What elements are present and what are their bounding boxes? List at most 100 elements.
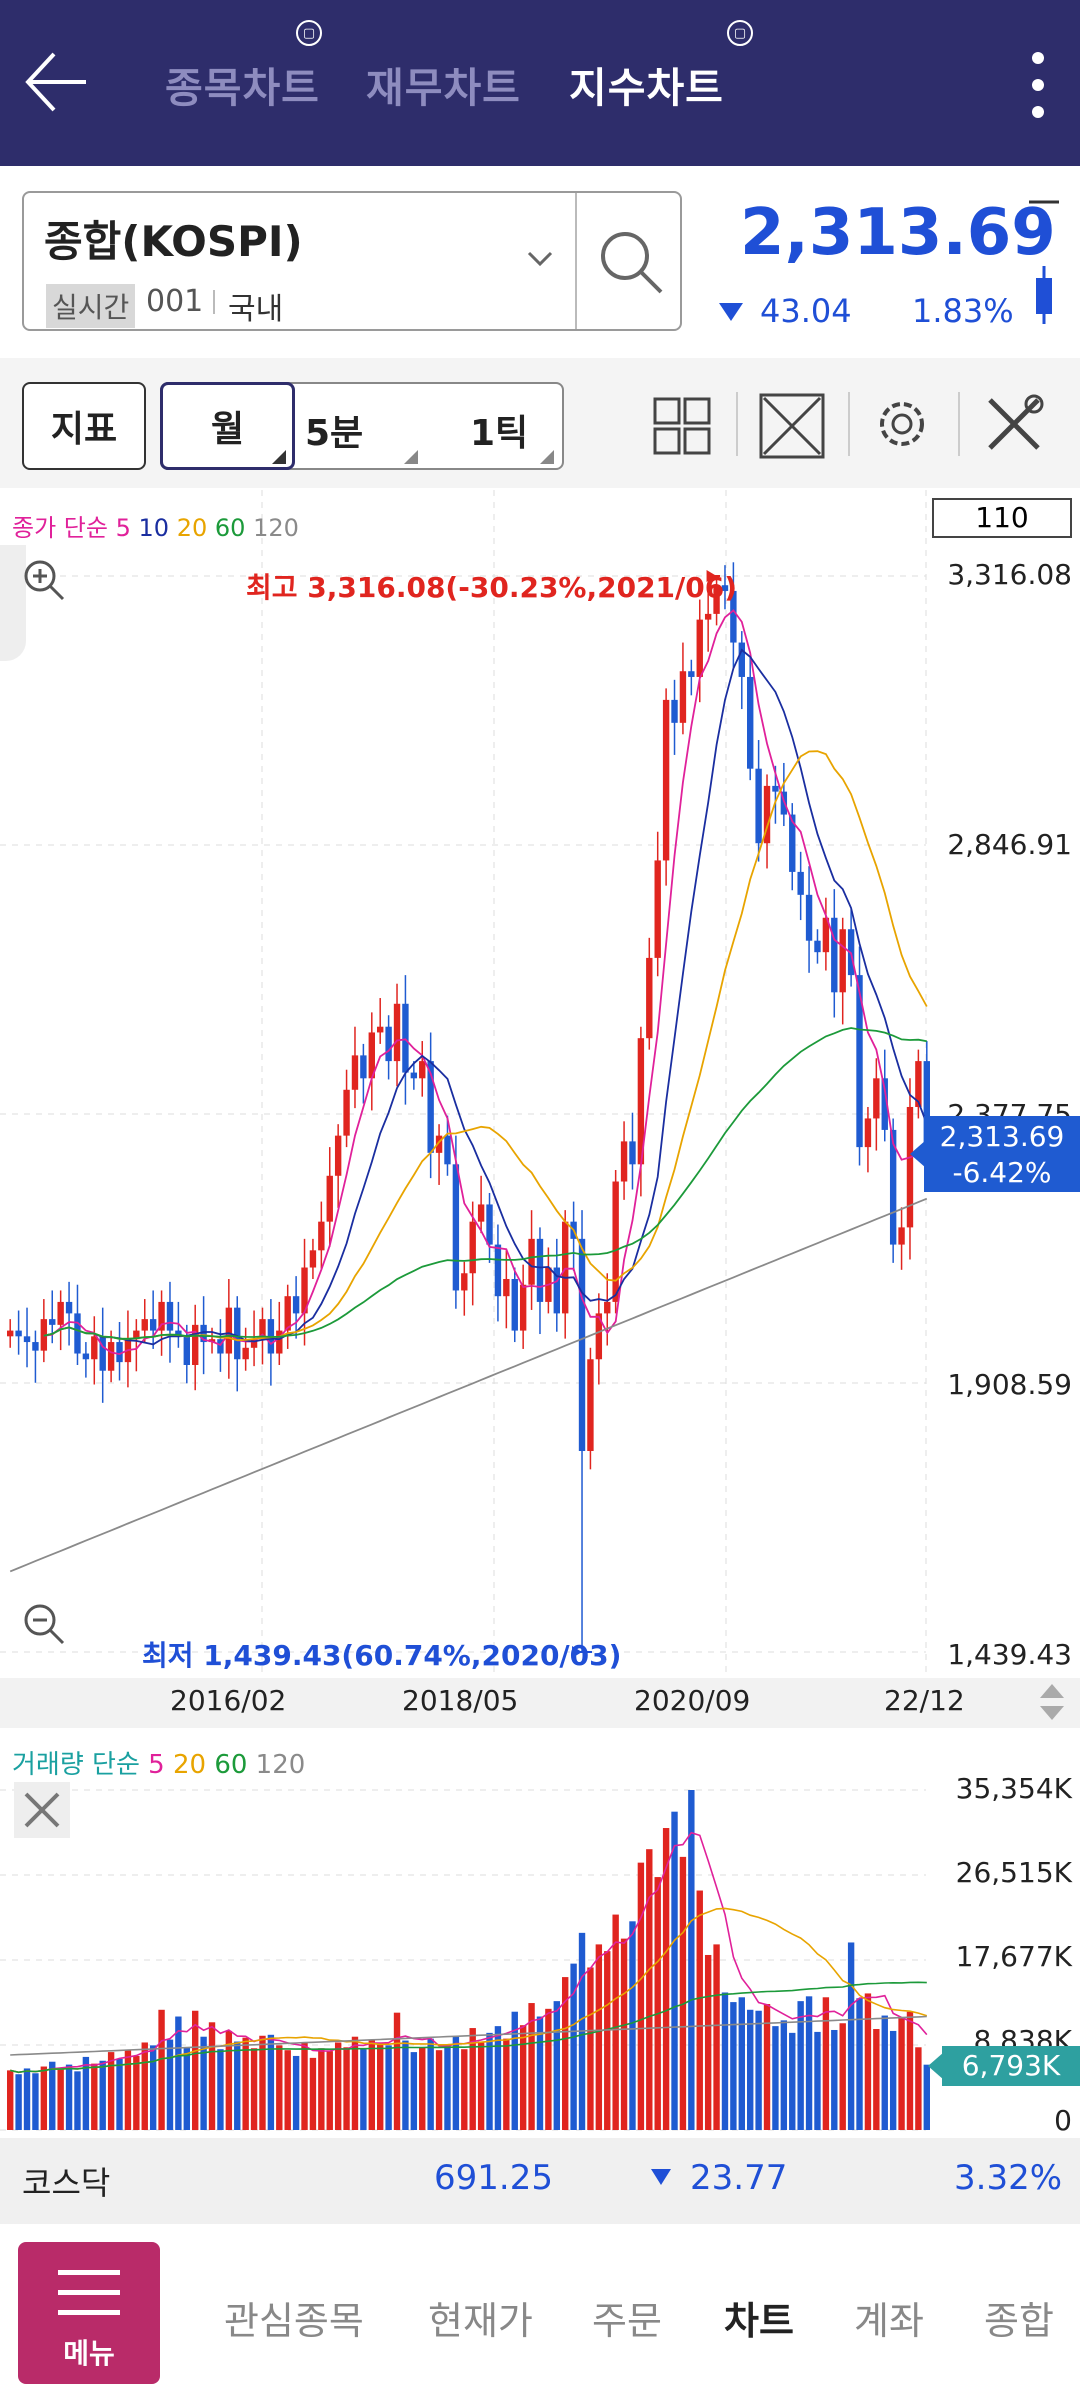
close-icon[interactable] (14, 1782, 70, 1838)
volume-bar (545, 2008, 552, 2130)
candle (225, 1307, 233, 1354)
candle (536, 1238, 544, 1302)
candle (704, 613, 712, 620)
current-price-tag-value: 2,313.69 (939, 1120, 1065, 1153)
volume-bar (15, 2074, 22, 2130)
candle (377, 1026, 384, 1033)
symbol-selector[interactable] (22, 191, 682, 331)
volume-bar (82, 2056, 90, 2130)
volume-bar (377, 2042, 384, 2130)
volume-bar (713, 1944, 720, 2130)
nav-account[interactable]: 계좌 (854, 2299, 924, 2343)
period-5min[interactable]: 5분 (305, 413, 364, 454)
period-1tick[interactable]: 1틱 (470, 413, 529, 454)
volume-bar (166, 2039, 174, 2130)
volume-bar (889, 2030, 897, 2130)
more-vertical-icon[interactable] (1018, 48, 1058, 122)
side-handle[interactable] (0, 545, 26, 661)
back-arrow-icon[interactable] (22, 40, 92, 124)
candle (494, 1244, 502, 1297)
volume-bar (923, 2064, 930, 2130)
candle (461, 1273, 468, 1291)
search-icon[interactable] (597, 228, 665, 296)
corner-triangle-icon (404, 450, 418, 464)
zoom-out-icon[interactable] (22, 1602, 66, 1646)
menu-button[interactable]: 메뉴 (18, 2242, 160, 2384)
period-monthly[interactable]: 월 (160, 382, 295, 470)
candle (259, 1319, 266, 1340)
sort-updown-icon[interactable] (1038, 1680, 1066, 1724)
volume-chart[interactable] (0, 1728, 1080, 2138)
candle (192, 1324, 199, 1365)
candle (923, 1061, 930, 1151)
candle (284, 1296, 291, 1331)
volume-bar (604, 1951, 611, 2130)
volume-tag: 6,793K (942, 2046, 1080, 2086)
candle (662, 699, 670, 861)
candle (351, 1055, 359, 1090)
volume-bar (276, 2045, 283, 2130)
candle (839, 929, 846, 993)
candle (393, 1003, 401, 1062)
nav-overview[interactable]: 종합 (984, 2299, 1054, 2343)
tag-pointer (910, 1140, 926, 1168)
volume-bar (234, 2041, 241, 2130)
volume-bar (831, 2029, 838, 2130)
fullscreen-icon[interactable] (758, 392, 826, 460)
candle (915, 1061, 922, 1107)
volume-bar (721, 1992, 729, 2130)
gear-icon[interactable] (870, 392, 934, 456)
y-tick-label: 35,354K (955, 1772, 1072, 1805)
tab-stock-chart[interactable]: 종목차트 (165, 64, 320, 112)
candle (149, 1319, 157, 1331)
volume-bar (65, 2064, 73, 2130)
layout-grid-icon[interactable] (652, 396, 712, 456)
chevron-down-icon[interactable] (526, 250, 554, 268)
volume-bar (797, 2001, 804, 2130)
volume-bar (32, 2073, 39, 2130)
volume-bar (629, 1921, 636, 2130)
nav-watchlist[interactable]: 관심종목 (224, 2299, 364, 2343)
candle (242, 1347, 249, 1360)
volume-bar (461, 2049, 468, 2130)
nav-current-price[interactable]: 현재가 (428, 2299, 533, 2343)
kosdaq-ticker[interactable] (0, 2138, 1080, 2224)
zoom-in-icon[interactable] (22, 558, 66, 602)
tools-icon[interactable] (982, 392, 1046, 456)
candle (604, 1301, 611, 1314)
candle (469, 1221, 476, 1274)
app-header: 종목차트 재무차트 지수차트 ▢ ▢ (0, 0, 1080, 166)
candle (368, 1032, 375, 1079)
visible-count-box[interactable]: 110 (932, 498, 1072, 538)
legend-ma120: 120 (255, 1750, 306, 1780)
candle (646, 957, 653, 1039)
volume-bar (427, 2038, 434, 2130)
price-chart[interactable] (0, 490, 1080, 1680)
candle (419, 1061, 426, 1079)
nav-chart[interactable]: 차트 (724, 2299, 794, 2343)
tab-index-chart[interactable]: 지수차트 (569, 64, 724, 112)
candle (856, 975, 863, 1148)
nav-order[interactable]: 주문 (592, 2299, 662, 2343)
volume-bar (747, 2009, 754, 2130)
volume-bar (57, 2069, 64, 2130)
volume-bar (553, 2001, 560, 2130)
candle (889, 1129, 897, 1245)
volume-bar (192, 2010, 199, 2130)
current-price-tag-pct: -6.42% (952, 1156, 1052, 1189)
copy-badge-icon: ▢ (727, 20, 753, 46)
candle (738, 642, 745, 677)
current-price-tag: 2,313.69 -6.42% (924, 1116, 1080, 1192)
volume-bar (696, 1890, 703, 2130)
corner-triangle-icon (540, 450, 554, 464)
price-change-pct: 1.83% (912, 292, 1014, 330)
candle (562, 1221, 569, 1314)
indicator-button[interactable]: 지표 (22, 382, 146, 470)
candle (402, 1003, 409, 1073)
candle (141, 1319, 148, 1331)
x-tick-label: 2016/02 (170, 1684, 287, 1717)
price-change: 43.04 (760, 292, 852, 330)
candle (175, 1330, 182, 1337)
candle (343, 1089, 350, 1136)
tab-financial-chart[interactable]: 재무차트 (366, 64, 521, 112)
